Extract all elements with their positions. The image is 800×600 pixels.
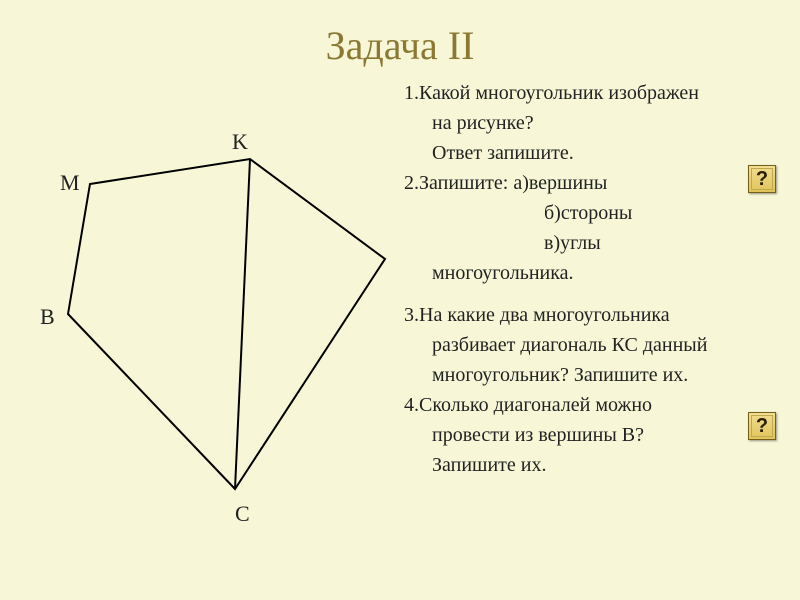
polygon-shape (68, 159, 385, 489)
q2-line2: б)стороны (404, 199, 770, 227)
content-row: K M B C 1.Какой многоугольник изображен … (0, 79, 800, 569)
help-button-1[interactable]: ? (748, 165, 776, 193)
help-icon: ? (751, 415, 773, 437)
q4-line3: Запишите их. (404, 451, 770, 479)
polygon-svg (20, 89, 400, 539)
q2-line1: 2.Запишите: а)вершины (404, 169, 770, 197)
help-button-2[interactable]: ? (748, 412, 776, 440)
q1-line1: 1.Какой многоугольник изображен (404, 79, 770, 107)
questions-panel: 1.Какой многоугольник изображен на рисун… (400, 79, 770, 569)
polygon-figure: K M B C (20, 89, 400, 539)
q3-line3: многоугольник? Запишите их. (404, 361, 770, 389)
q4-line2: провести из вершины В? (404, 421, 770, 449)
diagonal-kc (235, 159, 250, 489)
vertex-label-k: K (232, 129, 248, 155)
vertex-label-m: M (60, 170, 80, 196)
q2-line3: в)углы (404, 229, 770, 257)
q4-line1: 4.Сколько диагоналей можно (404, 391, 770, 419)
q2-line4: многоугольника. (404, 259, 770, 287)
q3-line2: разбивает диагональ КС данный (404, 331, 770, 359)
q3-line1: 3.На какие два многоугольника (404, 301, 770, 329)
figure-panel: K M B C (30, 79, 400, 569)
vertex-label-c: C (235, 501, 250, 527)
vertex-label-b: B (40, 304, 55, 330)
q1-line2: на рисунке? (404, 109, 770, 137)
q1-line3: Ответ запишите. (404, 139, 770, 167)
help-icon: ? (751, 168, 773, 190)
page-title: Задача II (0, 0, 800, 79)
